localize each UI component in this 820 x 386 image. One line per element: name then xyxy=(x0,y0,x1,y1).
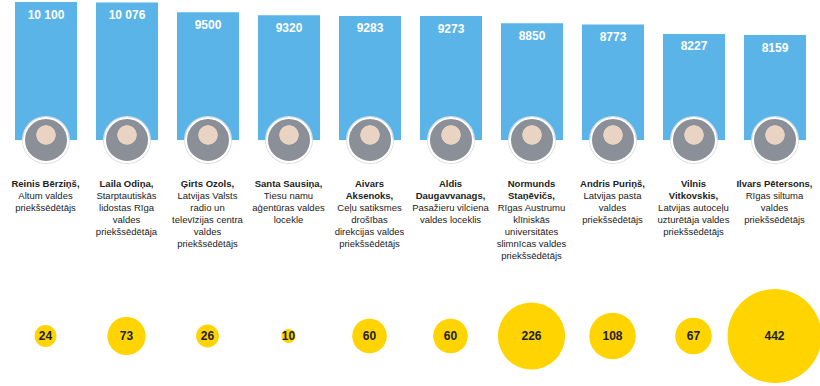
html-text:Tiesu namu aģentūras valdes lo: Tiesu namu aģentūras valdes locekle xyxy=(252,190,325,225)
html-text:Normunds Staņēvičs,: Normunds Staņēvičs, xyxy=(507,178,556,201)
html-text:Latvijas pasta valdes priekšsē: Latvijas pasta valdes priekšsēdētājs xyxy=(582,190,643,225)
svg-text:10 076: 10 076 xyxy=(109,8,146,22)
svg-text:26: 26 xyxy=(201,329,215,343)
svg-text:9500: 9500 xyxy=(195,18,222,32)
html-text:Santa Sausiņa,: Santa Sausiņa, xyxy=(254,178,323,189)
svg-text:8773: 8773 xyxy=(600,30,627,44)
svg-text:9320: 9320 xyxy=(276,21,303,35)
html-text:Rīgas Austrumu klīniskās unive: Rīgas Austrumu klīniskās universitātes s… xyxy=(496,202,567,261)
html-text:Andris Puriņš,: Andris Puriņš, xyxy=(580,178,645,189)
html-text:Ilvars Pētersons,: Ilvars Pētersons, xyxy=(736,178,813,189)
svg-text:24: 24 xyxy=(39,329,53,343)
svg-text:10: 10 xyxy=(282,329,296,343)
svg-text:9273: 9273 xyxy=(438,22,465,36)
html-text:Latvijas Valsts radio un telev: Latvijas Valsts radio un televīzijas cen… xyxy=(172,190,243,249)
svg-text:226: 226 xyxy=(521,329,541,343)
svg-text:442: 442 xyxy=(764,329,784,343)
svg-text:108: 108 xyxy=(602,329,622,343)
html-text:Rīgas siltuma valdes priekšsēd: Rīgas siltuma valdes priekšsēdētājs xyxy=(744,190,805,225)
svg-text:8227: 8227 xyxy=(681,39,708,53)
html-text:Aldis Daugavvanags,: Aldis Daugavvanags, xyxy=(415,178,486,201)
html-text:Altum valdes priekšsēdētājs: Altum valdes priekšsēdētājs xyxy=(15,190,76,213)
svg-text:9283: 9283 xyxy=(357,21,384,35)
svg-text:10 100: 10 100 xyxy=(28,8,65,22)
html-text:Laila Odiņa,: Laila Odiņa, xyxy=(99,178,154,189)
html-text:Starptautiskās lidostas Rīga v: Starptautiskās lidostas Rīga valdes prie… xyxy=(95,190,158,237)
svg-text:60: 60 xyxy=(444,329,458,343)
html-text:Vilnis Vitkovskis,: Vilnis Vitkovskis, xyxy=(668,178,719,201)
html-text:Latvijas autoceļu uzturētāja v: Latvijas autoceļu uzturētāja valdes prie… xyxy=(657,202,730,237)
svg-text:67: 67 xyxy=(687,329,701,343)
html-text:Aivars Aksenoks,: Aivars Aksenoks, xyxy=(345,178,394,201)
html-text:Ģirts Ozols,: Ģirts Ozols, xyxy=(180,178,235,189)
html-text:Ceļu satiksmes drošības direkc: Ceļu satiksmes drošības direkcijas valde… xyxy=(334,202,405,249)
svg-text:8159: 8159 xyxy=(762,41,789,55)
svg-text:60: 60 xyxy=(363,329,377,343)
svg-text:8850: 8850 xyxy=(519,29,546,43)
html-text:Pasažieru vilciena valdes loce: Pasažieru vilciena valdes loceklis xyxy=(412,202,489,225)
html-text:Reinis Bērziņš,: Reinis Bērziņš, xyxy=(11,178,80,189)
svg-text:73: 73 xyxy=(120,329,134,343)
